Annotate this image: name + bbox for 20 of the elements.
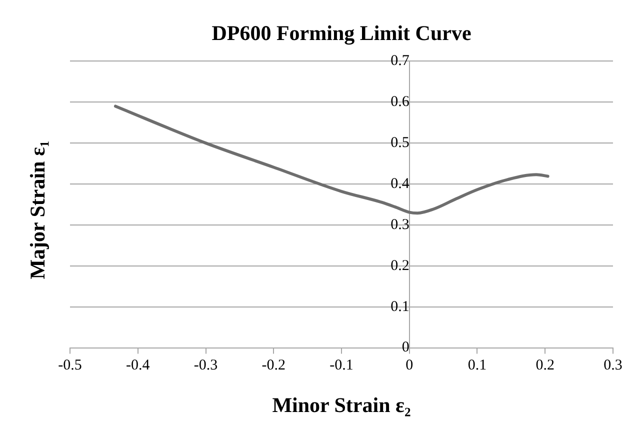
y-tick-label: 0.5 [390, 135, 410, 152]
y-tick-label: 0.2 [390, 258, 410, 274]
y-tick-label: 0.3 [390, 216, 410, 233]
y-axis-title: Major Strain ε₁ [26, 140, 50, 280]
x-tick-label: -0.4 [126, 358, 150, 374]
y-tick-label: 0.6 [390, 94, 410, 110]
y-tick-label: 0.1 [390, 298, 410, 315]
x-tick-label: -0.3 [194, 358, 218, 374]
x-tick-label: -0.5 [58, 358, 82, 374]
x-tick-label: 0.3 [604, 358, 622, 374]
y-tick-label: 0.7 [390, 53, 410, 70]
y-tick-label: 0 [402, 340, 410, 356]
chart-title: DP600 Forming Limit Curve [212, 21, 472, 46]
line-series [114, 104, 550, 215]
x-tick-label: 0.1 [468, 358, 487, 374]
x-tick-label: -0.1 [330, 358, 354, 374]
x-tick-label: -0.2 [262, 358, 286, 374]
x-axis-title: Minor Strain ε₂ [272, 392, 411, 417]
x-tick-label: 0.2 [536, 358, 554, 374]
y-tick-label: 0.4 [390, 176, 410, 192]
